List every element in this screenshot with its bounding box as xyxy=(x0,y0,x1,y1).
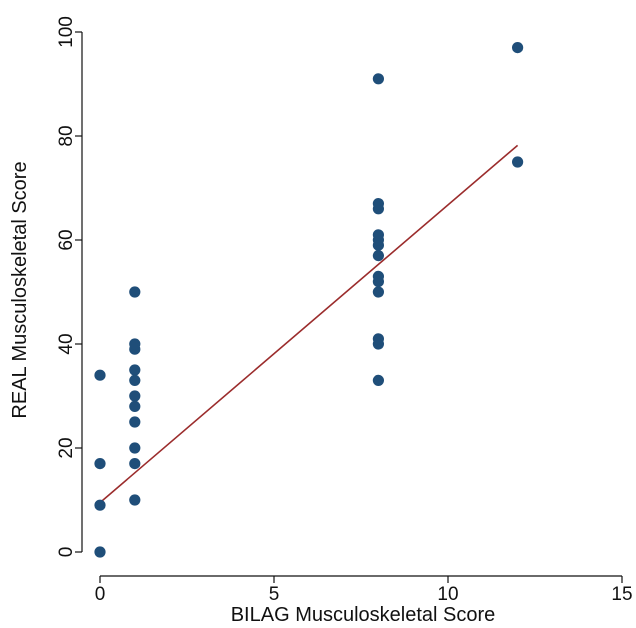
x-tick-label: 0 xyxy=(95,584,106,605)
fit-line xyxy=(99,144,519,504)
data-point xyxy=(372,270,384,282)
data-point xyxy=(129,338,141,350)
data-point xyxy=(372,250,384,262)
y-tick-label: 40 xyxy=(56,333,77,354)
y-tick-label: 100 xyxy=(56,16,77,48)
data-point xyxy=(511,156,524,168)
y-axis-title: REAL Musculoskeletal Score xyxy=(9,161,31,418)
y-tick-label: 20 xyxy=(56,437,77,458)
data-point xyxy=(94,546,106,558)
data-point xyxy=(94,369,106,381)
data-point xyxy=(129,390,141,402)
x-tick-label: 15 xyxy=(611,584,632,605)
y-tick-label: 0 xyxy=(56,547,77,558)
data-point xyxy=(129,494,141,506)
data-point xyxy=(129,286,141,298)
data-point xyxy=(372,73,384,85)
data-point xyxy=(129,442,141,454)
data-point xyxy=(372,229,384,241)
y-tick-label: 80 xyxy=(56,125,77,146)
data-point xyxy=(94,458,106,470)
data-point xyxy=(94,499,106,511)
data-point xyxy=(129,458,141,470)
data-point xyxy=(129,400,141,412)
data-point xyxy=(372,198,384,210)
x-tick-label: 10 xyxy=(437,584,458,605)
data-point xyxy=(129,374,141,386)
x-axis-title: BILAG Musculoskeletal Score xyxy=(231,604,496,626)
data-point xyxy=(372,286,384,298)
data-point xyxy=(129,416,141,428)
data-point xyxy=(511,42,524,54)
y-tick-label: 60 xyxy=(56,229,77,250)
x-tick-label: 5 xyxy=(269,584,280,605)
data-point xyxy=(372,374,384,386)
data-point xyxy=(129,364,141,376)
data-point xyxy=(372,333,384,345)
